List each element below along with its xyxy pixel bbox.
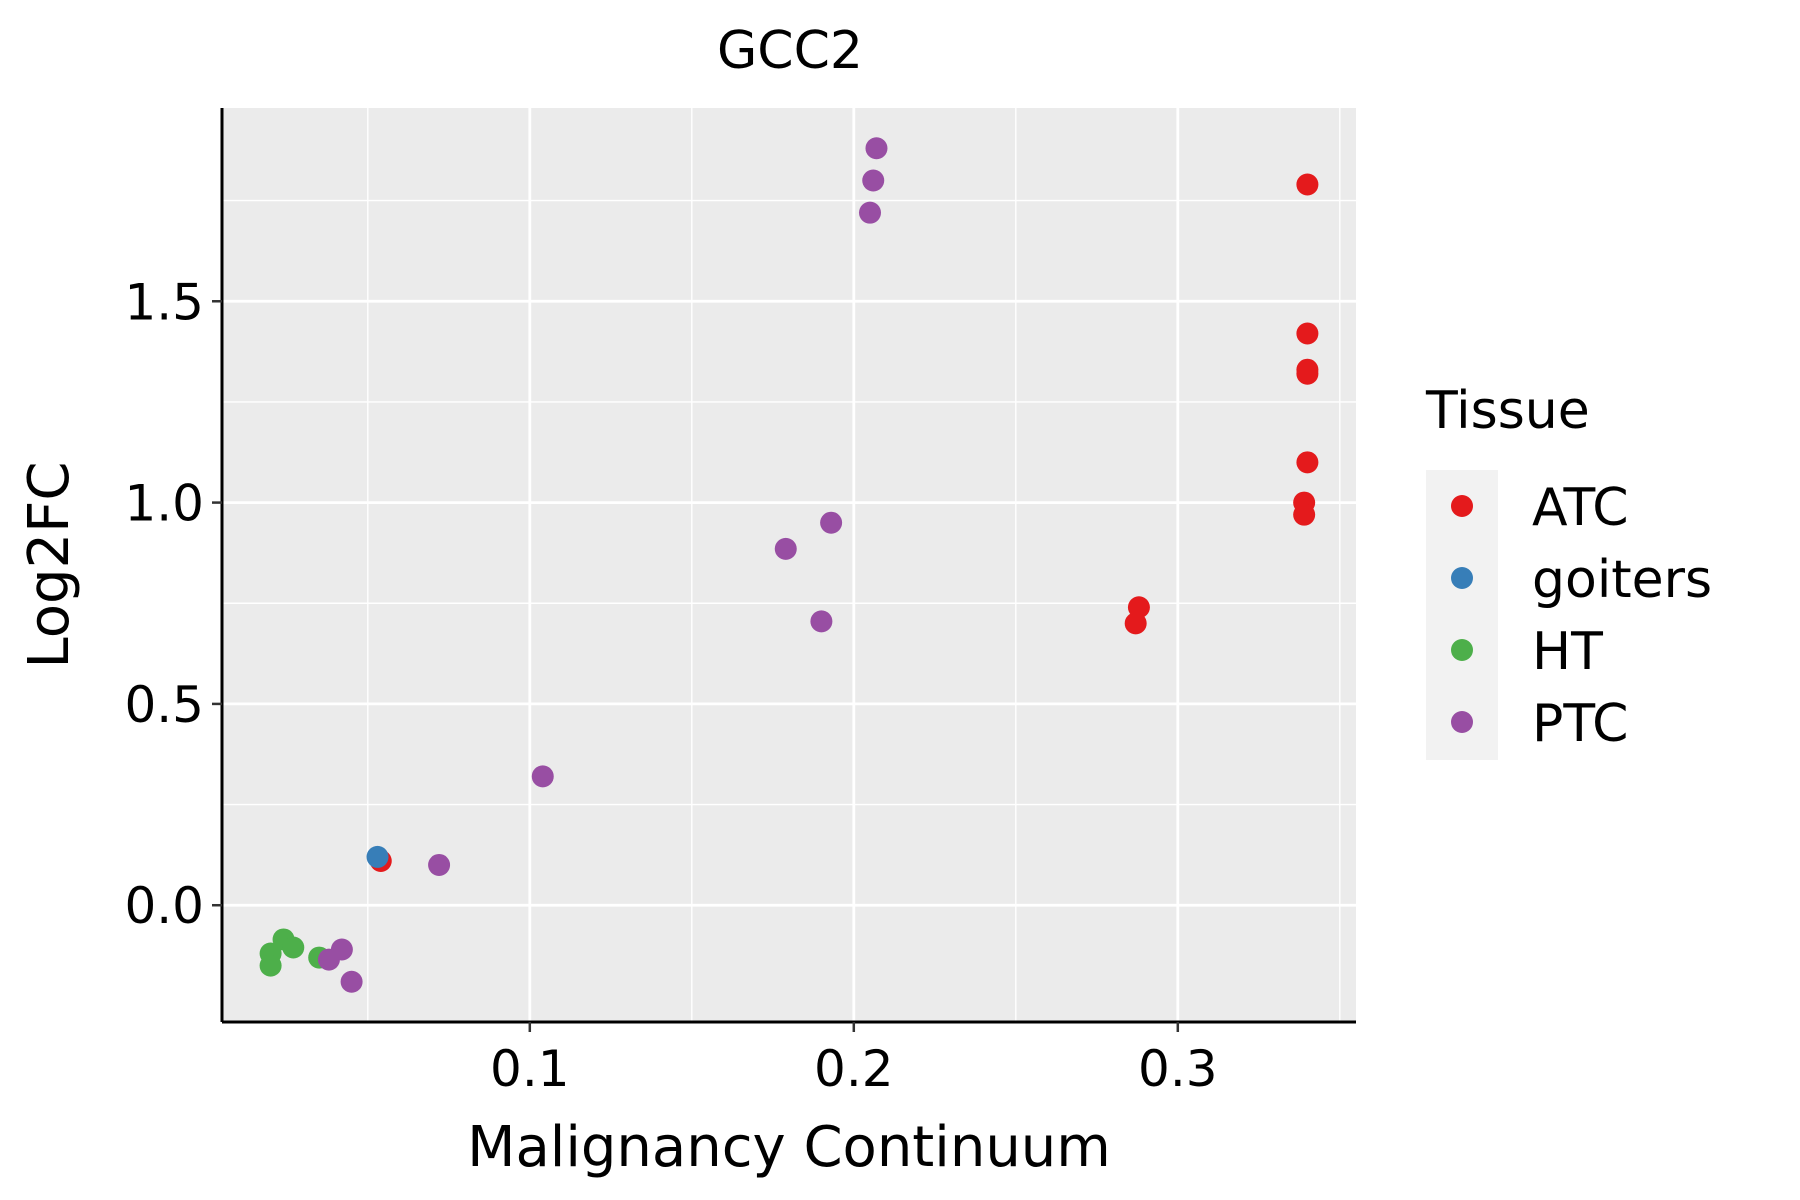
point-ptc xyxy=(531,765,554,788)
point-ptc xyxy=(862,169,885,192)
legend-key-atc xyxy=(1451,495,1473,517)
y-tick-label: 0.5 xyxy=(124,676,204,734)
x-axis-title: Malignancy Continuum xyxy=(467,1115,1111,1180)
legend-key-goiters xyxy=(1451,567,1473,589)
legend-label-ht: HT xyxy=(1532,622,1603,682)
point-ht xyxy=(259,954,282,977)
legend-key-ptc xyxy=(1451,711,1473,733)
grid-major-lines xyxy=(222,108,1356,1022)
point-ptc xyxy=(810,610,833,633)
x-axis-ticks: 0.1 0.2 0.3 xyxy=(490,1022,1218,1098)
legend-key-ht xyxy=(1451,639,1473,661)
point-atc xyxy=(1124,612,1147,635)
point-ptc xyxy=(317,948,340,971)
point-atc xyxy=(1296,362,1319,385)
legend: Tissue ATC goiters HT PTC xyxy=(1425,381,1712,760)
x-tick-label: 0.3 xyxy=(1138,1040,1218,1098)
point-goiters xyxy=(366,845,389,868)
y-axis-title: Log2FC xyxy=(17,462,82,669)
point-ptc xyxy=(865,137,888,160)
legend-title: Tissue xyxy=(1425,381,1590,441)
point-ptc xyxy=(774,537,797,560)
plot-panel xyxy=(222,108,1356,1022)
legend-label-ptc: PTC xyxy=(1532,694,1628,754)
point-ptc xyxy=(340,970,363,993)
point-ptc xyxy=(428,853,451,876)
point-atc xyxy=(1296,322,1319,345)
point-atc xyxy=(1296,173,1319,196)
grid-minor-lines xyxy=(222,108,1356,1022)
point-ht xyxy=(282,936,305,959)
legend-label-atc: ATC xyxy=(1532,478,1629,538)
y-tick-label: 1.5 xyxy=(124,273,204,331)
point-ptc xyxy=(820,511,843,534)
y-axis-ticks: 0.0 0.5 1.0 1.5 xyxy=(124,273,222,935)
y-tick-label: 1.0 xyxy=(124,475,204,533)
data-points xyxy=(259,137,1319,993)
legend-label-goiters: goiters xyxy=(1532,550,1712,610)
x-tick-label: 0.2 xyxy=(814,1040,894,1098)
point-atc xyxy=(1293,503,1316,526)
point-ptc xyxy=(859,201,881,224)
point-atc xyxy=(1296,451,1319,474)
x-tick-label: 0.1 xyxy=(490,1040,570,1098)
chart-title: GCC2 xyxy=(717,21,863,81)
y-tick-label: 0.0 xyxy=(124,877,204,935)
